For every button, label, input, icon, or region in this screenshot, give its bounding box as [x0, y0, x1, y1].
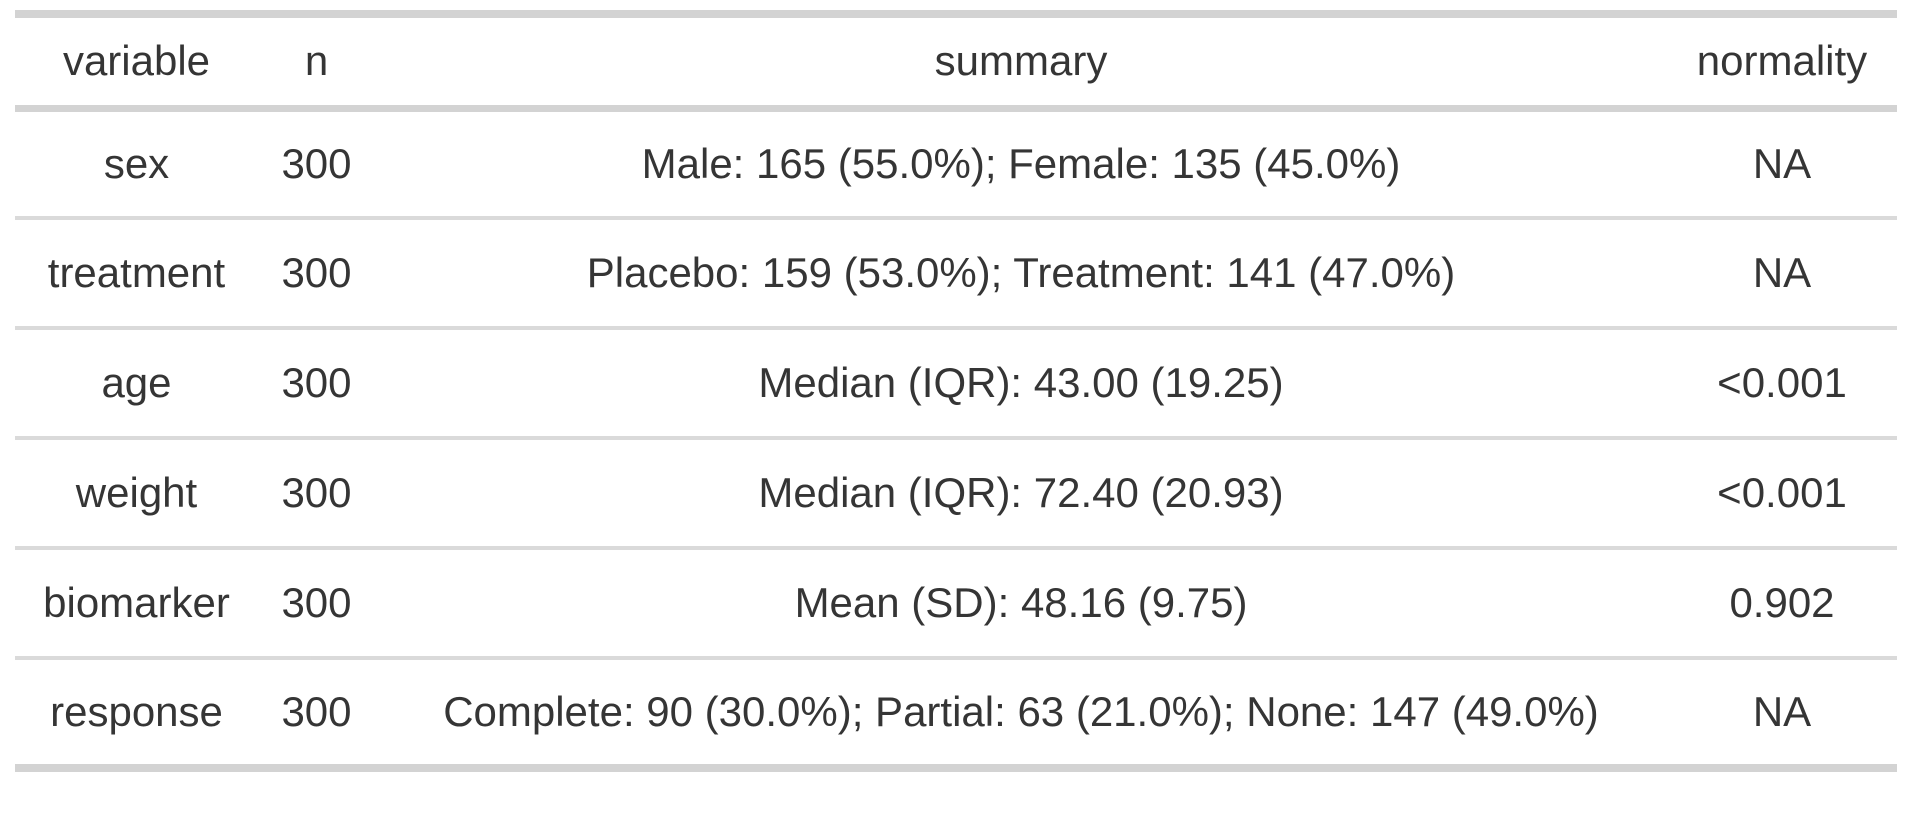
cell-normality: NA — [1752, 249, 1812, 296]
table-row-sex: sex 300 Male: 165 (55.0%); Female: 135 (… — [15, 108, 1897, 218]
cell-normality: <0.001 — [1717, 359, 1847, 406]
cell-variable: age — [101, 359, 172, 406]
header-cell-variable: variable — [62, 37, 211, 85]
cell-summary: Placebo: 159 (53.0%); Treatment: 141 (47… — [586, 249, 1456, 296]
cell-variable: response — [50, 688, 223, 735]
summary-table-container: variable n summary normality sex 300 Mal… — [15, 10, 1897, 772]
cell-normality: NA — [1752, 688, 1812, 735]
cell-n: 300 — [281, 139, 352, 187]
cell-variable: weight — [75, 469, 198, 516]
cell-variable: biomarker — [43, 579, 230, 626]
cell-summary: Median (IQR): 72.40 (20.93) — [758, 469, 1284, 516]
cell-summary: Median (IQR): 43.00 (19.25) — [758, 359, 1284, 406]
cell-normality: <0.001 — [1717, 469, 1847, 516]
cell-normality: 0.902 — [1729, 579, 1835, 626]
cell-n: 300 — [281, 469, 352, 516]
header-row: variable n summary normality — [15, 14, 1897, 108]
table-row-response: response 300 Complete: 90 (30.0%); Parti… — [15, 658, 1897, 768]
cell-variable: treatment — [47, 249, 226, 296]
header-cell-n: n — [304, 37, 329, 85]
cell-summary: Male: 165 (55.0%); Female: 135 (45.0%) — [641, 139, 1401, 187]
cell-n: 300 — [281, 249, 352, 296]
cell-normality: NA — [1752, 139, 1812, 187]
cell-n: 300 — [281, 359, 352, 406]
cell-n: 300 — [281, 688, 352, 735]
table-row-weight: weight 300 Median (IQR): 72.40 (20.93) <… — [15, 438, 1897, 548]
header-cell-summary: summary — [934, 37, 1108, 85]
table-row-biomarker: biomarker 300 Mean (SD): 48.16 (9.75) 0.… — [15, 548, 1897, 658]
cell-summary: Complete: 90 (30.0%); Partial: 63 (21.0%… — [443, 688, 1599, 735]
table-row-age: age 300 Median (IQR): 43.00 (19.25) <0.0… — [15, 328, 1897, 438]
summary-statistics-table: variable n summary normality sex 300 Mal… — [15, 10, 1897, 772]
table-row-treatment: treatment 300 Placebo: 159 (53.0%); Trea… — [15, 218, 1897, 328]
header-cell-normality: normality — [1696, 37, 1868, 85]
cell-n: 300 — [281, 579, 352, 626]
cell-variable: sex — [103, 139, 170, 187]
cell-summary: Mean (SD): 48.16 (9.75) — [794, 579, 1248, 626]
